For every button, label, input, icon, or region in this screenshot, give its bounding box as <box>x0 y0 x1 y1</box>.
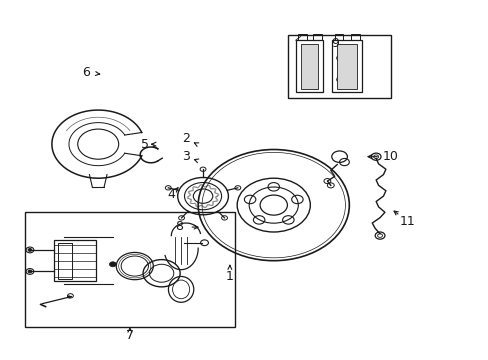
Bar <box>312 34 321 40</box>
Bar <box>295 40 322 92</box>
Bar <box>54 240 96 282</box>
Circle shape <box>28 248 32 251</box>
Text: 10: 10 <box>382 150 398 163</box>
Circle shape <box>28 270 32 273</box>
Bar <box>25 212 234 327</box>
Text: 8: 8 <box>174 220 183 233</box>
Bar <box>288 35 390 98</box>
Text: 1: 1 <box>225 270 233 283</box>
Text: 5: 5 <box>140 138 148 150</box>
Text: 6: 6 <box>82 66 90 79</box>
Circle shape <box>109 262 116 267</box>
Bar <box>298 34 306 40</box>
Text: 11: 11 <box>399 215 415 228</box>
Text: 4: 4 <box>167 188 175 201</box>
Bar <box>336 44 356 89</box>
Bar <box>331 40 361 92</box>
Text: 7: 7 <box>125 329 134 342</box>
Bar <box>300 44 317 89</box>
Text: 3: 3 <box>182 150 189 163</box>
Bar <box>334 34 343 40</box>
Bar <box>58 243 72 279</box>
Text: 2: 2 <box>182 132 189 145</box>
Bar <box>350 34 359 40</box>
Text: 9: 9 <box>330 37 338 50</box>
Circle shape <box>67 296 70 298</box>
